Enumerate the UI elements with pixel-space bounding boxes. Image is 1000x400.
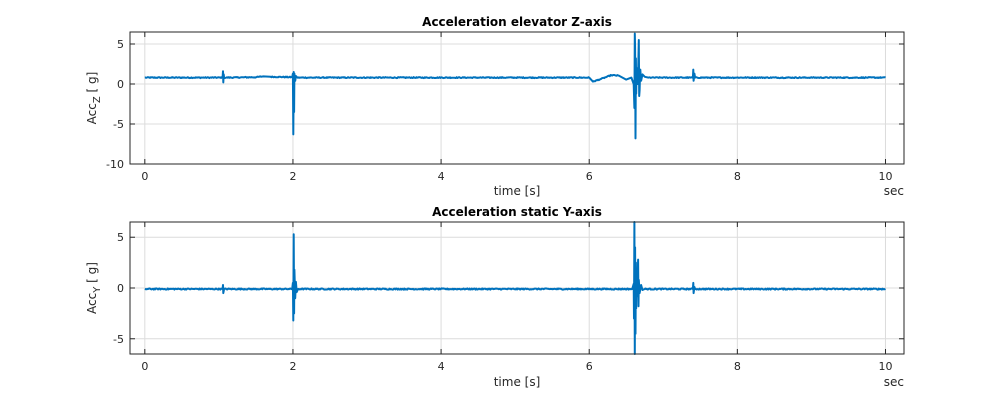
x-tick-label: 10 xyxy=(878,170,892,183)
x-tick-label: 0 xyxy=(141,360,148,373)
x-tick-label: 10 xyxy=(878,360,892,373)
subplot-y-axis: 0 2 4 6 8 10 -5 0 5 Acceleration static Y-axis t… xyxy=(85,205,905,389)
x-tick-label: 4 xyxy=(438,360,445,373)
data-series xyxy=(144,221,886,355)
y-label-base: Acc xyxy=(85,293,99,314)
axes-box xyxy=(130,32,904,164)
x-unit-label: sec xyxy=(884,184,904,198)
y-tick-label: -5 xyxy=(113,118,124,131)
y-axis-label: AccY [ g] xyxy=(85,262,103,314)
x-axis-label: time [s] xyxy=(494,375,541,389)
tick-labels: 0 2 4 6 8 10 -5 0 5 xyxy=(113,222,904,373)
y-tick-label: 5 xyxy=(117,231,124,244)
axes-border xyxy=(129,31,905,165)
series-line xyxy=(144,221,886,355)
y-axis-label: AccZ [ g] xyxy=(85,72,103,125)
x-tick-label: 8 xyxy=(734,360,741,373)
y-tick-label: 0 xyxy=(117,78,124,91)
chart-title: Acceleration elevator Z-axis xyxy=(422,15,612,29)
y-tick-label: -5 xyxy=(113,333,124,346)
x-tick-label: 4 xyxy=(438,170,445,183)
y-label-subscript: Y xyxy=(92,286,103,294)
x-unit-label: sec xyxy=(884,375,904,389)
y-tick-label: 5 xyxy=(117,38,124,51)
x-axis-label: time [s] xyxy=(494,184,541,198)
chart-title: Acceleration static Y-axis xyxy=(432,205,602,219)
x-tick-label: 6 xyxy=(586,360,593,373)
data-series xyxy=(144,32,886,140)
tick-labels: 0 2 4 6 8 10 -10 -5 0 5 xyxy=(106,32,904,183)
subplot-z-axis: 0 2 4 6 8 10 -10 -5 0 5 Acceleration elevator Z-a… xyxy=(85,15,905,198)
x-tick-label: 2 xyxy=(289,170,296,183)
series-line xyxy=(144,32,886,140)
y-label-unit: [ g] xyxy=(85,72,99,97)
x-tick-label: 0 xyxy=(141,170,148,183)
x-tick-label: 8 xyxy=(734,170,741,183)
y-tick-label: -10 xyxy=(106,158,124,171)
y-label-unit: [ g] xyxy=(85,262,99,287)
x-tick-label: 6 xyxy=(586,170,593,183)
y-tick-label: 0 xyxy=(117,282,124,295)
x-tick-label: 2 xyxy=(289,360,296,373)
y-label-subscript: Z xyxy=(92,96,103,103)
y-label-base: Acc xyxy=(85,103,99,124)
